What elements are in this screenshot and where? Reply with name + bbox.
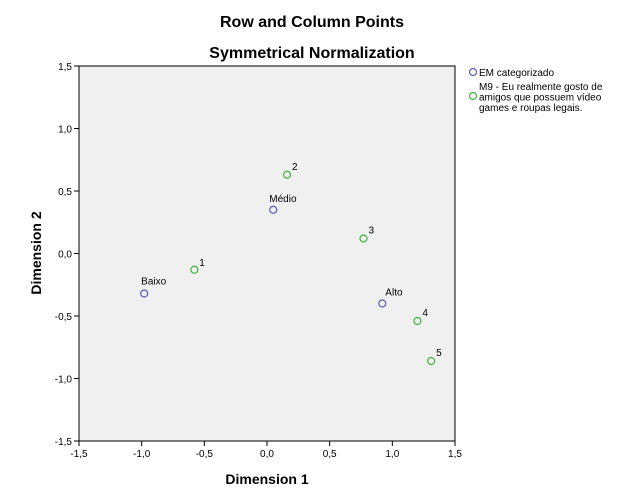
data-point xyxy=(359,234,368,243)
chart-title: Row and Column Points xyxy=(220,14,404,31)
y-tick-label: -1,0 xyxy=(55,375,73,386)
x-tick-label: -1,0 xyxy=(133,449,151,460)
axis-ticks: -1,5 -1,0 -0,5 0,0 0,5 1,0 1,5 1,5 1,0 0,5 0,0 -0,5… xyxy=(55,62,463,460)
data-point-label: Alto xyxy=(385,288,403,299)
data-point xyxy=(269,205,278,214)
data-point-label: 2 xyxy=(292,162,298,173)
x-tick-label: 0,0 xyxy=(260,449,274,460)
data-point xyxy=(282,170,292,179)
y-tick-label: 0,0 xyxy=(58,250,72,261)
legend-entry: EM categorizado xyxy=(479,68,554,79)
data-point-label: Médio xyxy=(269,194,297,205)
data-point-label: Baixo xyxy=(141,277,166,288)
legend-entry: amigos que possuem vídeo xyxy=(479,93,602,104)
plot-area xyxy=(78,65,456,442)
y-tick-label: -1,5 xyxy=(55,437,73,448)
legend-marker xyxy=(468,67,478,77)
legend: EM categorizado M9 - Eu realmente gosto d… xyxy=(468,67,603,114)
data-point-label: 3 xyxy=(369,226,375,237)
x-tick-label: 1,0 xyxy=(385,449,399,460)
chart-subtitle: Symmetrical Normalization xyxy=(209,45,414,62)
data-point xyxy=(413,316,422,326)
data-point-label: 4 xyxy=(422,308,428,319)
data-point xyxy=(378,299,387,308)
y-tick-label: 0,5 xyxy=(58,187,72,198)
y-axis-label: Dimension 2 xyxy=(28,211,44,294)
legend-entry: games e roupas legais. xyxy=(479,103,582,114)
data-point xyxy=(140,289,149,298)
data-points: Baixo Médio Alto 1 2 3 4 5 xyxy=(140,162,442,366)
x-tick-label: 1,5 xyxy=(448,449,462,460)
legend-entry: M9 - Eu realmente gosto de xyxy=(479,82,603,93)
y-tick-label: 1,0 xyxy=(58,125,72,136)
y-tick-label: -0,5 xyxy=(55,312,73,323)
x-axis-label: Dimension 1 xyxy=(225,471,308,487)
data-point-label: 5 xyxy=(436,348,442,359)
x-tick-label: -1,5 xyxy=(70,449,88,460)
data-point xyxy=(427,356,436,366)
data-point xyxy=(190,265,199,274)
x-tick-label: 0,5 xyxy=(323,449,337,460)
data-point-label: 1 xyxy=(199,258,205,269)
y-tick-label: 1,5 xyxy=(58,62,72,73)
x-tick-label: -0,5 xyxy=(196,449,214,460)
legend-marker xyxy=(468,91,478,101)
